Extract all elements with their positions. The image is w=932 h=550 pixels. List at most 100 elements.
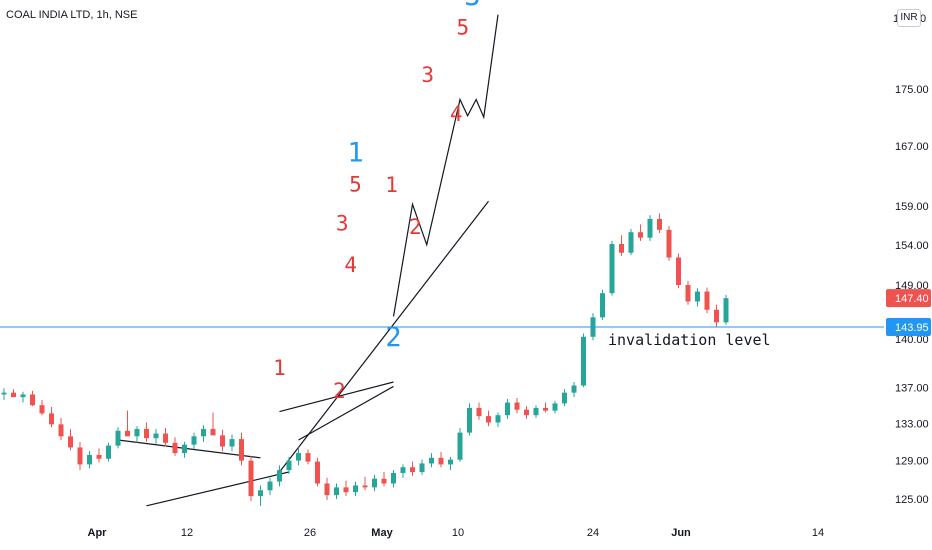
candle-body <box>334 487 339 496</box>
candle-body <box>600 293 605 318</box>
x-tick-label: 14 <box>812 527 824 539</box>
y-tick-label: 149.00 <box>895 280 929 292</box>
trendline <box>298 385 394 441</box>
candle-body <box>505 402 510 416</box>
candle-body <box>30 394 35 406</box>
wave-label: 2 <box>409 215 422 239</box>
wave-label: 3 <box>464 0 480 12</box>
time-axis: Apr 12 26 May 10 24 Jun 14 <box>88 527 825 539</box>
candle-body <box>163 433 168 443</box>
y-tick-label: 137.00 <box>895 382 929 394</box>
candle-body <box>229 439 235 447</box>
wave-label: 3 <box>421 63 434 87</box>
y-tick-label: 175.00 <box>895 84 929 96</box>
wave-projection-path <box>392 14 499 317</box>
candle-body <box>391 472 396 484</box>
last-price-label: 147.40 <box>895 293 929 305</box>
level-price-label: 143.95 <box>895 322 929 334</box>
candle-body <box>543 407 548 411</box>
candle-body <box>153 433 159 439</box>
candle-body <box>58 424 64 437</box>
candle-body <box>486 416 491 423</box>
candle-body <box>305 453 311 462</box>
wave-label: 4 <box>344 253 357 277</box>
candle-body <box>533 407 539 416</box>
candle-body <box>11 392 16 398</box>
candle-body <box>714 309 719 323</box>
candle-body <box>182 444 187 454</box>
candle-body <box>628 232 634 253</box>
candle-body <box>115 430 121 446</box>
candle-body <box>514 402 520 410</box>
candle-body <box>457 432 463 460</box>
candle-body <box>286 460 292 471</box>
candle-body <box>20 394 26 398</box>
candle-body <box>353 485 358 493</box>
candle-body <box>49 413 54 425</box>
candle-body <box>220 435 225 447</box>
candle-body <box>106 445 111 459</box>
candle-body <box>144 428 149 439</box>
candle-body <box>172 442 178 454</box>
level-price-badge <box>886 318 931 337</box>
currency-button[interactable]: INR <box>897 9 921 27</box>
candle-body <box>324 483 330 496</box>
candle-body <box>685 285 691 302</box>
candle-body <box>476 407 482 417</box>
candle-body <box>419 463 425 473</box>
y-tick-label: 159.00 <box>895 201 929 213</box>
candle-body <box>552 403 558 411</box>
y-tick-label-partial: 1 <box>893 13 899 25</box>
y-tick-label-partial: 140.00 <box>895 334 929 346</box>
overlay-layer: invalidation level <box>0 326 884 349</box>
candle-body <box>201 428 206 437</box>
candle-body <box>381 478 387 484</box>
candle-body <box>638 232 643 238</box>
candle-body <box>676 257 681 285</box>
candle-body <box>467 407 472 433</box>
candle-body <box>495 415 501 423</box>
x-tick-label: 12 <box>181 527 193 539</box>
candle-body <box>581 336 586 386</box>
candle-body <box>267 481 273 491</box>
candle-body <box>362 485 368 488</box>
last-price-badge <box>886 289 931 308</box>
candle-body <box>96 454 102 459</box>
candle-body <box>562 392 567 404</box>
candle-body <box>39 405 45 414</box>
candle-body <box>666 229 672 258</box>
wave-label: 5 <box>349 172 362 196</box>
invalidation-level-label: invalidation level <box>608 331 771 349</box>
candle-body <box>1 392 7 395</box>
x-tick-label: 10 <box>452 527 464 539</box>
drawings-layer <box>117 14 499 507</box>
wave-label: 1 <box>273 356 286 380</box>
candle-body <box>438 457 444 465</box>
candles-layer <box>1 213 729 506</box>
candle-body <box>723 298 729 323</box>
trendline <box>279 381 394 413</box>
candle-body <box>400 467 406 473</box>
price-axis: 175.00 167.00 159.00 154.00 149.00 137.00 133.… <box>893 13 929 506</box>
trendline <box>279 200 489 473</box>
y-tick-label: 154.00 <box>895 240 929 252</box>
candle-body <box>657 218 662 230</box>
candle-body <box>277 470 282 482</box>
trendline <box>117 439 261 459</box>
y-tick-label-partial: 0 <box>920 13 926 25</box>
candle-body <box>429 457 434 464</box>
candle-body <box>125 430 130 437</box>
candle-body <box>695 291 700 302</box>
candle-body <box>191 436 197 445</box>
wave-label: 5 <box>457 16 470 40</box>
x-tick-label: Jun <box>671 527 691 539</box>
candle-body <box>609 243 615 294</box>
wave-label: 3 <box>336 212 349 236</box>
candle-body <box>68 436 73 448</box>
wave-label: 2 <box>385 322 401 353</box>
candle-body <box>248 460 254 497</box>
candle-body <box>524 409 529 416</box>
candle-body <box>77 447 83 465</box>
x-tick-label: Apr <box>88 527 108 539</box>
